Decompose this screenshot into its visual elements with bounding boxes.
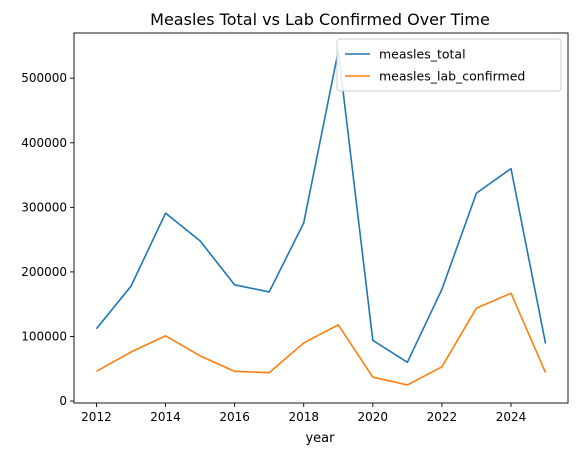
x-tick-label: 2012 — [81, 410, 112, 424]
series-layer — [95, 50, 547, 386]
y-axis: 0 100000 200000 300000 400000 500000 — [21, 71, 74, 408]
x-tick-label: 2014 — [150, 410, 181, 424]
y-tick-label: 500000 — [21, 71, 67, 85]
y-tick-label: 300000 — [21, 200, 67, 214]
legend-label-1: measles_lab_confirmed — [379, 69, 525, 84]
y-tick-label: 0 — [59, 394, 67, 408]
series-line-0 — [95, 50, 547, 364]
x-tick-label: 2024 — [496, 410, 527, 424]
y-tick-label: 400000 — [21, 136, 67, 150]
y-tick-label: 100000 — [21, 329, 67, 343]
x-axis-label: year — [305, 431, 335, 446]
chart-title: Measles Total vs Lab Confirmed Over Time — [150, 10, 490, 29]
legend-box — [336, 38, 562, 92]
y-tick-label: 200000 — [21, 265, 67, 279]
x-tick-label: 2020 — [358, 410, 389, 424]
series-line-1 — [96, 292, 547, 386]
x-axis: 2012 2014 2016 2018 2020 2022 2024 — [81, 403, 526, 424]
legend: measles_total measles_lab_confirmed — [336, 38, 562, 92]
x-tick-label: 2016 — [219, 410, 250, 424]
plot-area — [74, 33, 568, 403]
legend-label-0: measles_total — [379, 47, 466, 62]
plot-frame — [73, 32, 569, 404]
x-tick-label: 2022 — [427, 410, 458, 424]
x-tick-label: 2018 — [288, 410, 319, 424]
